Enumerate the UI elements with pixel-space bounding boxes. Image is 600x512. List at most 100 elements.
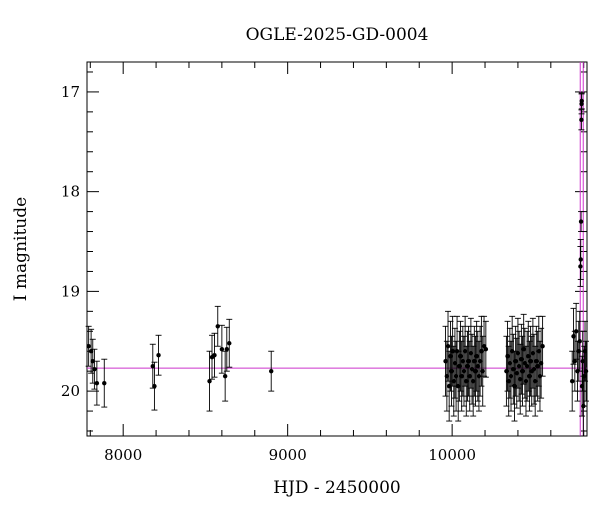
data-point <box>512 383 517 389</box>
data-point <box>475 363 480 369</box>
data-point <box>453 373 459 379</box>
data-point <box>472 359 477 364</box>
data-point <box>513 359 518 364</box>
y-tick-label: 17 <box>61 83 80 101</box>
data-point <box>505 354 510 359</box>
data-point <box>446 383 452 389</box>
x-tick-label: 9000 <box>269 446 307 464</box>
x-tick-label: 8000 <box>104 446 142 464</box>
plot-frame <box>86 61 588 437</box>
data-point <box>222 373 228 379</box>
data-point <box>150 363 155 369</box>
data-point <box>578 257 583 262</box>
data-point <box>540 344 545 349</box>
data-point <box>504 368 509 374</box>
data-point <box>212 353 217 358</box>
data-point <box>454 349 460 354</box>
data-point <box>508 373 514 379</box>
data-point <box>582 349 588 354</box>
data-point <box>526 354 531 359</box>
data-point <box>459 373 464 379</box>
data-point <box>528 359 533 364</box>
data-point <box>477 359 483 364</box>
data-point <box>219 347 225 352</box>
data-point <box>444 373 450 379</box>
data-point <box>531 366 537 372</box>
data-point <box>511 366 516 372</box>
data-point <box>156 353 161 358</box>
data-point <box>457 363 462 369</box>
data-point <box>102 380 107 386</box>
data-point <box>509 349 515 354</box>
data-point <box>579 117 584 123</box>
data-point <box>476 373 482 379</box>
data-point <box>572 359 578 364</box>
y-axis-label: I magnitude <box>11 197 31 301</box>
data-point <box>569 378 575 384</box>
data-point <box>483 347 489 352</box>
data-point <box>536 349 542 354</box>
data-point <box>450 349 455 354</box>
data-point <box>479 349 484 354</box>
x-tick-label: 10000 <box>428 446 476 464</box>
data-point <box>506 378 511 384</box>
chart-title: OGLE-2025-GD-0004 <box>246 25 429 45</box>
data-point <box>448 354 453 359</box>
data-point <box>530 351 536 356</box>
data-point <box>580 359 585 364</box>
data-point <box>92 366 97 372</box>
data-point <box>576 349 581 354</box>
data-point <box>514 370 519 376</box>
data-point <box>474 354 479 359</box>
data-point <box>90 359 95 364</box>
data-point <box>466 359 471 364</box>
x-axis-label: HJD - 2450000 <box>273 478 401 498</box>
data-point <box>578 219 584 224</box>
data-point <box>269 368 274 374</box>
data-point <box>573 329 579 334</box>
data-point <box>524 363 530 369</box>
data-point <box>456 383 461 389</box>
data-point <box>464 378 469 384</box>
data-point <box>469 366 475 372</box>
y-tick-label: 19 <box>61 282 80 300</box>
data-point <box>94 380 100 386</box>
data-point <box>522 360 528 366</box>
data-point <box>579 383 585 389</box>
data-point <box>519 357 524 362</box>
data-point <box>467 373 472 379</box>
data-point <box>532 378 538 384</box>
data-point <box>462 349 468 354</box>
data-point <box>581 403 586 409</box>
data-point <box>449 368 454 374</box>
data-point <box>215 324 220 329</box>
data-point <box>473 368 478 374</box>
data-point <box>445 344 451 349</box>
data-point <box>537 373 543 379</box>
data-point <box>152 383 157 389</box>
data-points <box>86 98 589 409</box>
data-point <box>468 351 474 356</box>
data-point <box>470 378 476 384</box>
data-point <box>577 339 582 344</box>
data-point <box>535 363 540 369</box>
data-point <box>575 368 580 374</box>
data-point <box>227 341 232 346</box>
data-point <box>207 378 212 384</box>
data-point <box>507 360 513 366</box>
data-point <box>460 359 466 364</box>
data-point <box>480 368 485 374</box>
data-point <box>461 368 467 374</box>
data-point <box>465 363 470 369</box>
data-point <box>518 376 523 382</box>
data-point <box>523 378 529 384</box>
data-point <box>534 359 539 364</box>
data-point <box>538 360 544 366</box>
data-point <box>578 264 583 269</box>
data-point <box>451 378 456 384</box>
data-point <box>88 349 94 354</box>
data-point <box>516 363 522 369</box>
data-point <box>582 373 587 379</box>
data-point <box>521 347 526 352</box>
data-point <box>579 98 584 104</box>
